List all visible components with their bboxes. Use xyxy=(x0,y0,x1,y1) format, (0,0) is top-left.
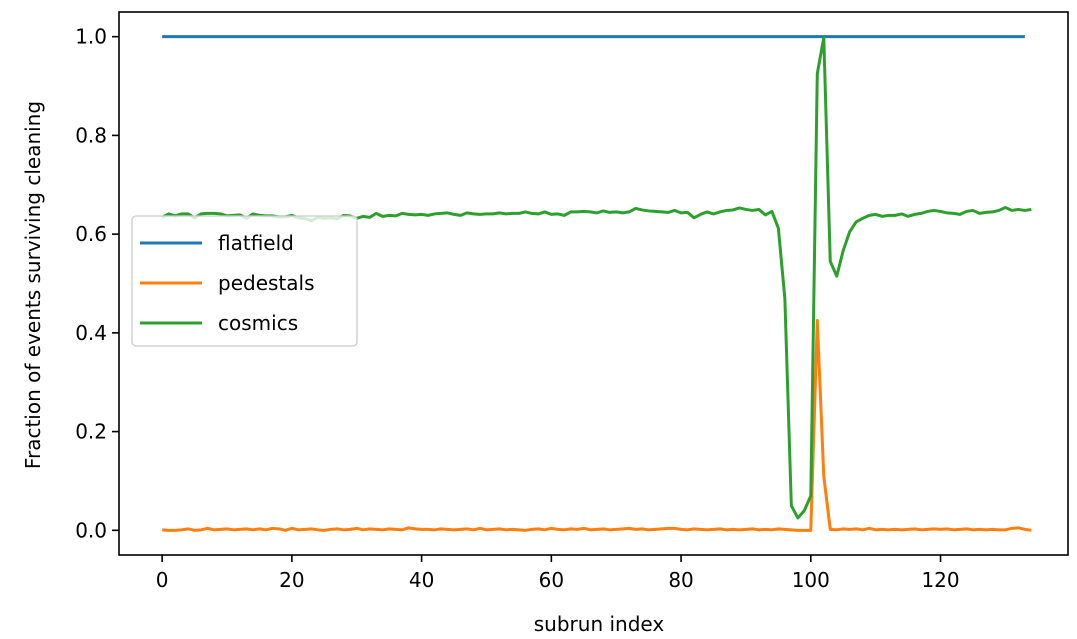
y-tick-label: 0.8 xyxy=(75,123,107,147)
legend-label-pedestals: pedestals xyxy=(218,271,315,295)
x-tick-label: 0 xyxy=(156,568,169,592)
legend-box xyxy=(131,215,358,347)
x-tick-label: 120 xyxy=(921,568,959,592)
legend-label-flatfield: flatfield xyxy=(218,231,294,255)
y-axis: 0.0 0.2 0.4 0.6 0.8 1.0 xyxy=(75,25,119,542)
x-tick-label: 40 xyxy=(409,568,434,592)
y-tick-label: 0.4 xyxy=(75,321,107,345)
series-line-pedestals xyxy=(162,319,1032,532)
x-axis-label: subrun index xyxy=(534,612,665,636)
y-axis-label: Fraction of events surviving cleaning xyxy=(21,101,45,469)
plot-frame xyxy=(118,11,1069,556)
y-tick-label: 0.6 xyxy=(75,222,107,246)
legend: flatfield pedestals cosmics xyxy=(131,215,358,347)
x-tick-label: 60 xyxy=(539,568,564,592)
y-tick-label: 1.0 xyxy=(75,25,107,49)
y-tick-label: 0.0 xyxy=(75,518,107,542)
legend-label-cosmics: cosmics xyxy=(218,311,298,335)
x-tick-label: 20 xyxy=(279,568,304,592)
x-axis: 0 20 40 60 80 100 120 xyxy=(156,555,960,592)
x-tick-label: 100 xyxy=(792,568,830,592)
y-tick-label: 0.2 xyxy=(75,420,107,444)
x-tick-label: 80 xyxy=(668,568,693,592)
